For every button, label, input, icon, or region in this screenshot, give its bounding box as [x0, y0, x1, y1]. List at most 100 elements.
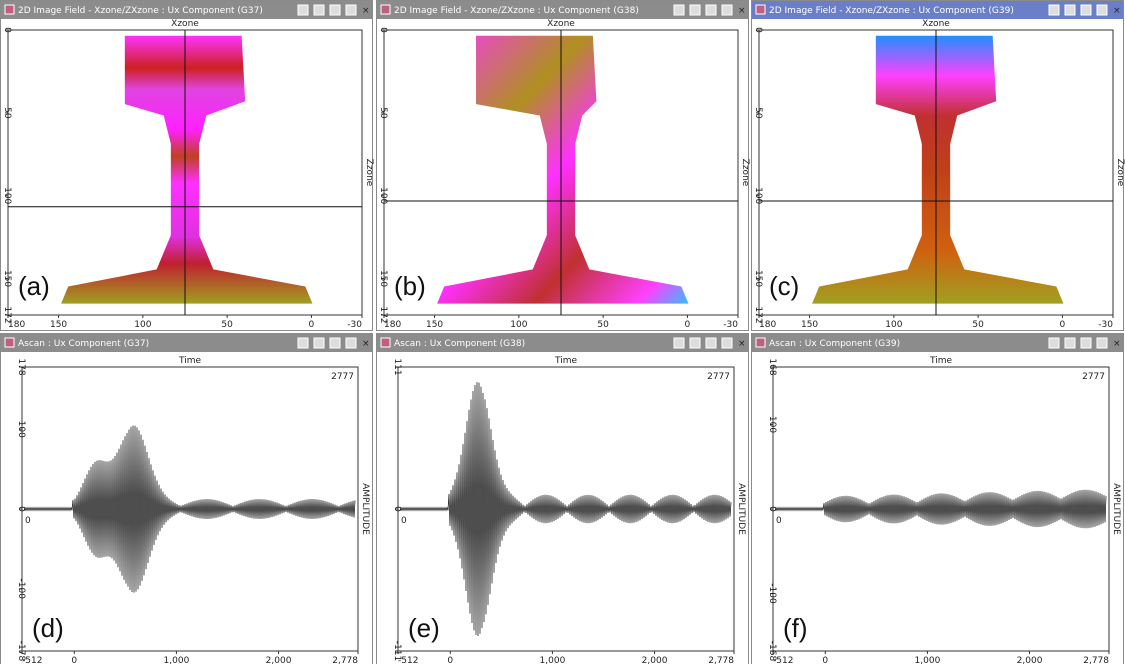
corner-value: 2777: [331, 372, 354, 382]
title-button[interactable]: [674, 5, 684, 15]
y-tick-label: 150: [378, 270, 388, 287]
title-button[interactable]: [314, 5, 324, 15]
y-axis-title: AMPLITUDE: [736, 483, 746, 535]
window-title: 2D Image Field - Xzone/ZXzone : Ux Compo…: [769, 6, 1014, 16]
x-tick-label: 0: [822, 656, 828, 664]
y-tick-label: 172: [753, 306, 763, 323]
corner-value: 2777: [707, 372, 730, 382]
title-button[interactable]: [1081, 5, 1091, 15]
title-button[interactable]: [298, 338, 308, 348]
x-tick-label: 150: [426, 320, 443, 330]
y-tick-label: 111: [392, 358, 402, 375]
x-tick-label: 50: [221, 320, 233, 330]
window-icon: [756, 338, 765, 347]
panel-label: (e): [408, 613, 440, 643]
x-tick-label: 150: [50, 320, 67, 330]
title-button[interactable]: [674, 338, 684, 348]
x-tick-label: 2,000: [1017, 656, 1043, 664]
window-title: Ascan : Ux Component (G38): [394, 339, 525, 349]
window-title: 2D Image Field - Xzone/ZXzone : Ux Compo…: [18, 6, 263, 16]
y-tick-label: 0: [753, 27, 763, 33]
screen: 2D Image Field - Xzone/ZXzone : Ux Compo…: [0, 0, 1125, 664]
x-tick-label: 2,000: [266, 656, 292, 664]
window: 2D Image Field - Xzone/ZXzone : Ux Compo…: [377, 1, 751, 331]
title-button[interactable]: [346, 338, 356, 348]
title-button[interactable]: [1049, 5, 1059, 15]
title-button[interactable]: [1065, 5, 1075, 15]
panel-label: (d): [32, 613, 64, 643]
title-button[interactable]: [1065, 338, 1075, 348]
x-tick-label: 0: [71, 656, 77, 664]
y-tick-label: 150: [753, 270, 763, 287]
x-tick-label: 50: [972, 320, 984, 330]
x-tick-label: 100: [885, 320, 902, 330]
x-axis-title: Time: [178, 356, 201, 366]
title-button[interactable]: [690, 5, 700, 15]
y-tick-label: 50: [753, 107, 763, 119]
x-tick-label: 2,778: [1083, 656, 1109, 664]
title-button[interactable]: [722, 5, 732, 15]
y-tick-label: 100: [753, 187, 763, 204]
title-button[interactable]: [1097, 5, 1107, 15]
window: Ascan : Ux Component (G38) × Time AMPLITUDE…: [377, 334, 749, 664]
y-tick-label: 50: [378, 107, 388, 119]
window-title: Ascan : Ux Component (G37): [18, 339, 149, 349]
y-axis-title: AMPLITUDE: [1111, 483, 1121, 535]
x-axis-title: Xzone: [922, 19, 950, 29]
close-button[interactable]: ×: [1113, 339, 1121, 349]
title-button[interactable]: [314, 338, 324, 348]
y-tick-label: -100: [767, 583, 777, 604]
y-tick-label: 100: [767, 416, 777, 433]
y-tick-label: 0: [378, 27, 388, 33]
y-tick-label: 100: [378, 187, 388, 204]
title-button[interactable]: [722, 338, 732, 348]
origin-label: 0: [401, 516, 407, 526]
x-tick-label: 2,778: [332, 656, 358, 664]
close-button[interactable]: ×: [738, 339, 746, 349]
window: Ascan : Ux Component (G37)×TimeAMPLITUDE…: [1, 334, 373, 664]
x-tick-label: 2,000: [642, 656, 668, 664]
x-tick-label: 100: [510, 320, 527, 330]
x-tick-label: 0: [447, 656, 453, 664]
y-tick-label: -168: [767, 641, 777, 662]
x-tick-label: 150: [801, 320, 818, 330]
x-tick-label: 50: [597, 320, 609, 330]
window-title: Ascan : Ux Component (G39): [769, 339, 900, 349]
title-button[interactable]: [1081, 338, 1091, 348]
title-button[interactable]: [330, 5, 340, 15]
corner-value: 2777: [1082, 372, 1105, 382]
panel-label: (f): [783, 613, 808, 643]
x-tick-label: 1,000: [540, 656, 566, 664]
y-tick-label: 50: [2, 107, 12, 119]
x-axis-title: Time: [554, 356, 577, 366]
close-button[interactable]: ×: [362, 6, 370, 16]
x-tick-label: -30: [347, 320, 362, 330]
close-button[interactable]: ×: [738, 6, 746, 16]
close-button[interactable]: ×: [362, 339, 370, 349]
origin-label: 0: [25, 516, 31, 526]
title-button[interactable]: [706, 338, 716, 348]
panel-label: (c): [769, 271, 799, 301]
title-button[interactable]: [1049, 338, 1059, 348]
title-button[interactable]: [346, 5, 356, 15]
x-axis-title: Time: [929, 356, 952, 366]
y-tick-label: -111: [392, 641, 402, 661]
window: 2D Image Field - Xzone/ZXzone : Ux Compo…: [1, 1, 375, 331]
title-button[interactable]: [298, 5, 308, 15]
y-tick-label: 172: [2, 306, 12, 323]
window-icon: [5, 5, 14, 14]
panel-label: (a): [18, 271, 50, 301]
y-tick-label: -100: [16, 579, 26, 600]
panel-label: (b): [394, 271, 426, 301]
y-tick-label: 172: [378, 306, 388, 323]
title-button[interactable]: [1097, 338, 1107, 348]
y-axis-title: Zzone: [1115, 159, 1125, 187]
x-axis-title: Xzone: [171, 19, 199, 29]
y-tick-label: -178: [16, 641, 26, 662]
close-button[interactable]: ×: [1113, 6, 1121, 16]
window-icon: [381, 338, 390, 347]
window-title: 2D Image Field - Xzone/ZXzone : Ux Compo…: [394, 6, 639, 16]
title-button[interactable]: [706, 5, 716, 15]
title-button[interactable]: [690, 338, 700, 348]
title-button[interactable]: [330, 338, 340, 348]
